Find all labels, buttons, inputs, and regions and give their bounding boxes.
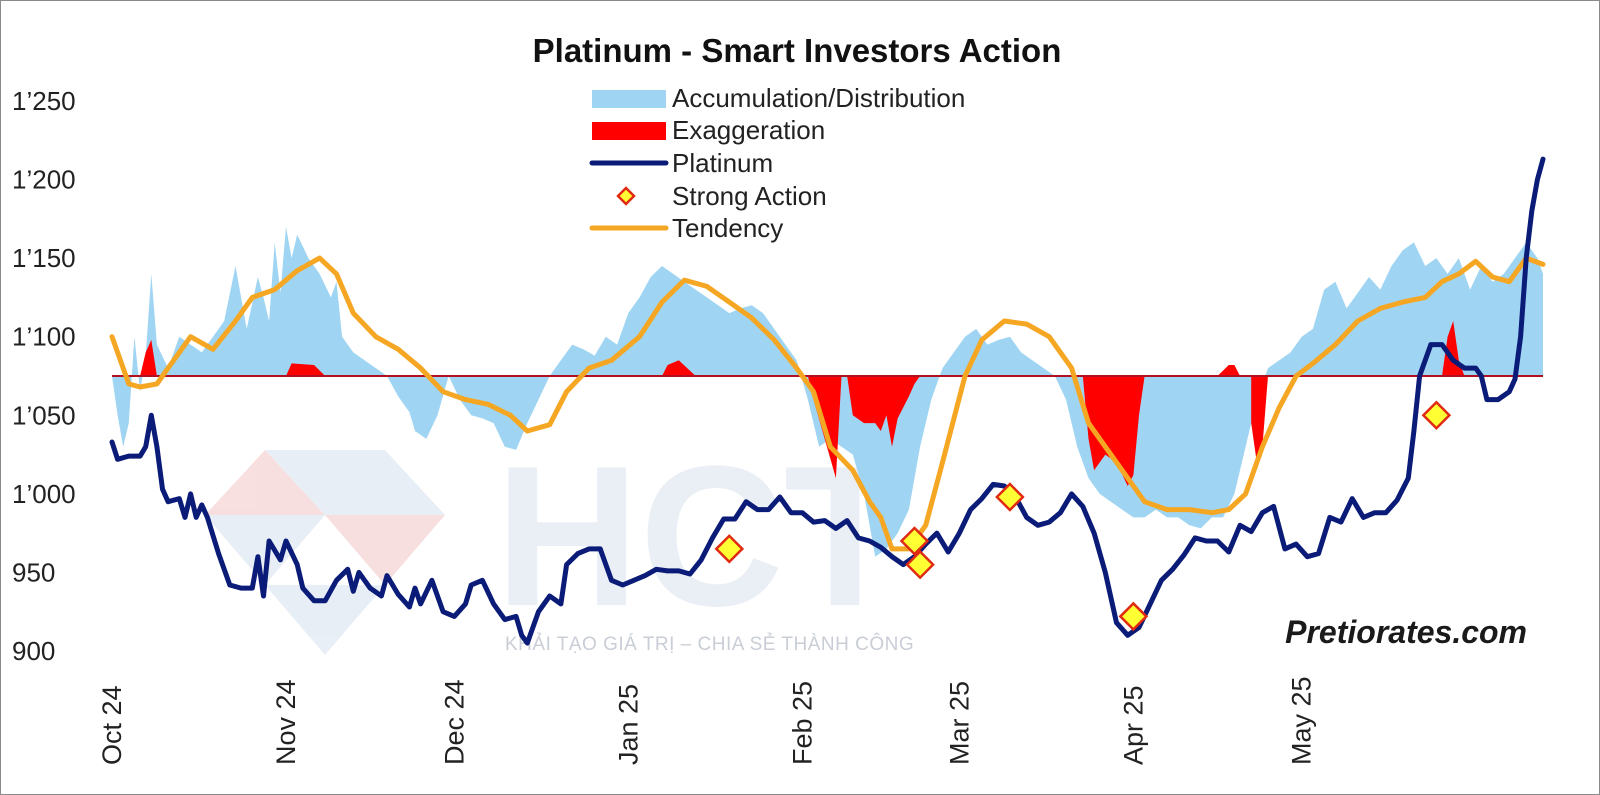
y-tick-label: 950 [12, 557, 55, 587]
strong-action-marker-5 [1118, 601, 1149, 632]
y-tick-label: 1’050 [12, 400, 76, 430]
x-tick-label: Nov 24 [271, 679, 301, 765]
x-tick-label: Mar 25 [944, 681, 974, 765]
y-tick-label: 1’150 [12, 243, 76, 273]
watermark-logo: HCT [205, 425, 906, 655]
x-tick-label: Apr 25 [1118, 685, 1148, 765]
exaggeration-area-2 [286, 363, 326, 376]
x-tick-label: Jan 25 [613, 684, 643, 765]
exaggeration-area-6 [1082, 376, 1145, 486]
y-tick-label: 1’250 [12, 86, 76, 116]
strong-action-marker-1 [714, 534, 745, 564]
y-axis: 900 950 1’000 1’050 1’100 1’150 1’200 1’250 [12, 86, 76, 666]
x-tick-label: Oct 24 [97, 685, 127, 765]
y-tick-label: 900 [12, 636, 55, 666]
legend-label-accumulation: Accumulation/Distribution [672, 83, 965, 113]
svg-text:HCT: HCT [495, 425, 906, 648]
strong-action-marker-6 [1421, 400, 1452, 431]
chart-title: Platinum - Smart Investors Action [533, 32, 1062, 69]
platinum-line [109, 156, 1546, 646]
watermark-tagline: KHẢI TẠO GIÁ TRỊ – CHIA SẺ THÀNH CÔNG [505, 633, 914, 655]
legend-swatch-exaggeration [592, 122, 666, 140]
legend-label-platinum: Platinum [672, 148, 773, 178]
x-tick-label: Dec 24 [439, 679, 469, 765]
y-tick-label: 1’200 [12, 165, 76, 195]
exaggeration-area-8 [1251, 376, 1268, 463]
exaggeration-area-1 [140, 339, 157, 376]
strong-action-marker-3 [905, 549, 935, 580]
x-tick-label: Feb 25 [787, 681, 817, 765]
exaggeration-area-3 [662, 360, 696, 376]
strong-action-markers [714, 400, 1452, 632]
legend-swatch-accumulation [592, 90, 666, 108]
source-label: Pretiorates.com [1285, 614, 1527, 650]
x-axis: Oct 24 Nov 24 Dec 24 Jan 25 Feb 25 Mar 25 Apr … [97, 676, 1317, 765]
x-tick-label: May 25 [1287, 676, 1317, 765]
exaggeration-area-7 [1217, 365, 1240, 376]
legend-label-tendency: Tendency [672, 213, 783, 243]
legend-label-exaggeration: Exaggeration [672, 115, 825, 145]
legend: Accumulation/Distribution Exaggeration P… [589, 83, 965, 243]
strong-action-marker-4 [995, 482, 1025, 512]
strong-action-marker-2 [899, 526, 930, 556]
exaggeration-area-5 [847, 376, 921, 447]
legend-swatch-strong-action [616, 186, 636, 206]
y-tick-label: 1’100 [12, 322, 76, 352]
y-tick-label: 1’000 [12, 479, 76, 509]
legend-label-strong-action: Strong Action [672, 181, 827, 211]
tendency-line [109, 255, 1546, 552]
